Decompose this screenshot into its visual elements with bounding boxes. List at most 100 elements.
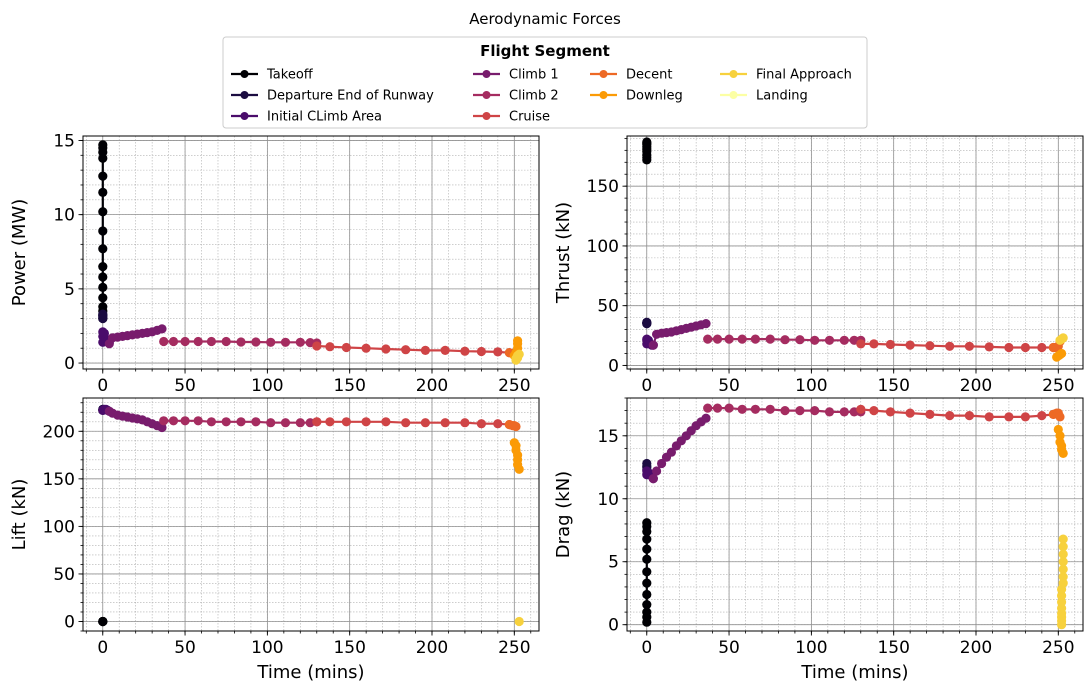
data-point	[1057, 591, 1067, 601]
y-tick-label: 15	[597, 427, 619, 447]
x-tick-label: 250	[1042, 638, 1074, 658]
data-point	[1058, 542, 1068, 552]
data-point	[236, 337, 246, 347]
data-point	[180, 336, 190, 347]
data-point	[460, 418, 470, 428]
y-tick-label: 5	[608, 553, 619, 573]
data-point	[1055, 412, 1065, 422]
legend-label: Climb 2	[509, 89, 559, 104]
data-point	[945, 341, 955, 351]
data-point	[925, 409, 935, 419]
data-point	[810, 406, 820, 416]
data-point	[206, 417, 216, 427]
data-point	[440, 345, 450, 355]
minor-grid	[627, 136, 1083, 369]
data-point	[712, 334, 723, 344]
y-tick-label: 15	[53, 131, 75, 151]
data-point	[401, 418, 411, 428]
data-point	[701, 413, 711, 423]
plot-area	[98, 404, 524, 627]
x-tick-label: 100	[795, 376, 827, 396]
data-point	[1037, 411, 1047, 421]
legend-marker	[240, 112, 249, 120]
y-tick-label: 10	[53, 206, 75, 226]
data-point	[642, 578, 652, 588]
data-point	[1058, 448, 1068, 458]
data-point	[295, 418, 305, 428]
x-tick-label: 0	[97, 376, 108, 396]
data-point	[945, 411, 955, 421]
data-point	[159, 416, 169, 426]
y-tick-label: 0	[608, 616, 619, 636]
axes-frame	[626, 135, 1084, 370]
x-tick-label: 0	[97, 638, 108, 658]
legend-label: Departure End of Runway	[267, 89, 434, 104]
data-point	[221, 417, 231, 427]
data-point	[98, 171, 108, 181]
data-point	[839, 335, 849, 345]
data-point	[493, 419, 503, 429]
subplot: 0 50 100 150 200 250 0 50 100 150 200 Lift (kN) Time…	[9, 397, 540, 683]
series	[703, 403, 866, 417]
series	[642, 317, 652, 329]
x-tick-label: 50	[718, 638, 740, 658]
series	[104, 406, 167, 433]
y-tick-label: 150	[587, 177, 619, 197]
data-point	[341, 342, 351, 353]
major-grid	[627, 136, 1083, 369]
x-tick-label: 100	[251, 638, 283, 658]
data-point	[648, 474, 658, 484]
data-point	[280, 418, 291, 428]
data-point	[401, 345, 411, 355]
x-tick-label: 250	[498, 638, 530, 658]
data-point	[666, 447, 677, 457]
figure-title: Aerodynamic Forces	[469, 10, 621, 28]
data-point	[964, 411, 975, 421]
data-point	[98, 207, 108, 217]
x-tick-label: 200	[960, 638, 992, 658]
data-point	[206, 336, 216, 347]
data-point	[839, 407, 849, 417]
legend-entry: Climb 2	[473, 89, 559, 104]
data-point	[251, 417, 261, 427]
series	[98, 616, 108, 627]
y-tick-label: 100	[43, 517, 75, 537]
data-point	[420, 345, 430, 355]
axes-frame	[626, 397, 1084, 632]
data-point	[869, 406, 879, 416]
data-point	[750, 334, 761, 344]
legend-frame	[222, 36, 868, 129]
data-point	[1058, 534, 1068, 544]
data-point	[159, 336, 169, 347]
data-point	[824, 335, 835, 345]
series	[509, 438, 524, 474]
data-point	[440, 418, 450, 428]
data-point	[856, 339, 866, 349]
legend-entry: Decent	[590, 68, 673, 83]
legend-label: Decent	[626, 68, 673, 83]
y-tick-label: 50	[597, 297, 619, 317]
data-point	[657, 458, 667, 469]
data-point	[1004, 342, 1014, 353]
legend-label: Takeoff	[266, 68, 314, 83]
data-point	[810, 335, 820, 345]
series	[1052, 348, 1067, 362]
y-tick-label: 200	[43, 422, 75, 442]
data-point	[98, 616, 108, 627]
data-point	[1058, 578, 1068, 588]
series	[98, 309, 108, 324]
data-point	[1057, 597, 1067, 607]
data-point	[642, 137, 652, 147]
x-tick-label: 100	[251, 376, 283, 396]
data-point	[642, 319, 652, 329]
legend-entry: Takeoff	[231, 68, 314, 83]
subplot: 0 50 100 150 200 250 0 5 10 15 Power (MW)	[9, 131, 540, 396]
plot-area	[98, 140, 524, 365]
x-tick-label: 50	[174, 376, 196, 396]
plot-area	[642, 403, 1068, 630]
data-point	[98, 293, 108, 303]
y-tick-label: 0	[64, 354, 75, 374]
